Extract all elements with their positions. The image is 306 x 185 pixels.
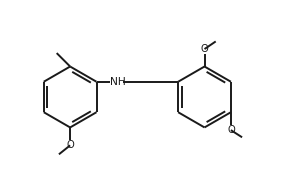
Text: O: O <box>66 140 74 150</box>
Text: O: O <box>227 125 235 135</box>
Text: O: O <box>201 44 208 54</box>
Text: NH: NH <box>110 77 126 87</box>
